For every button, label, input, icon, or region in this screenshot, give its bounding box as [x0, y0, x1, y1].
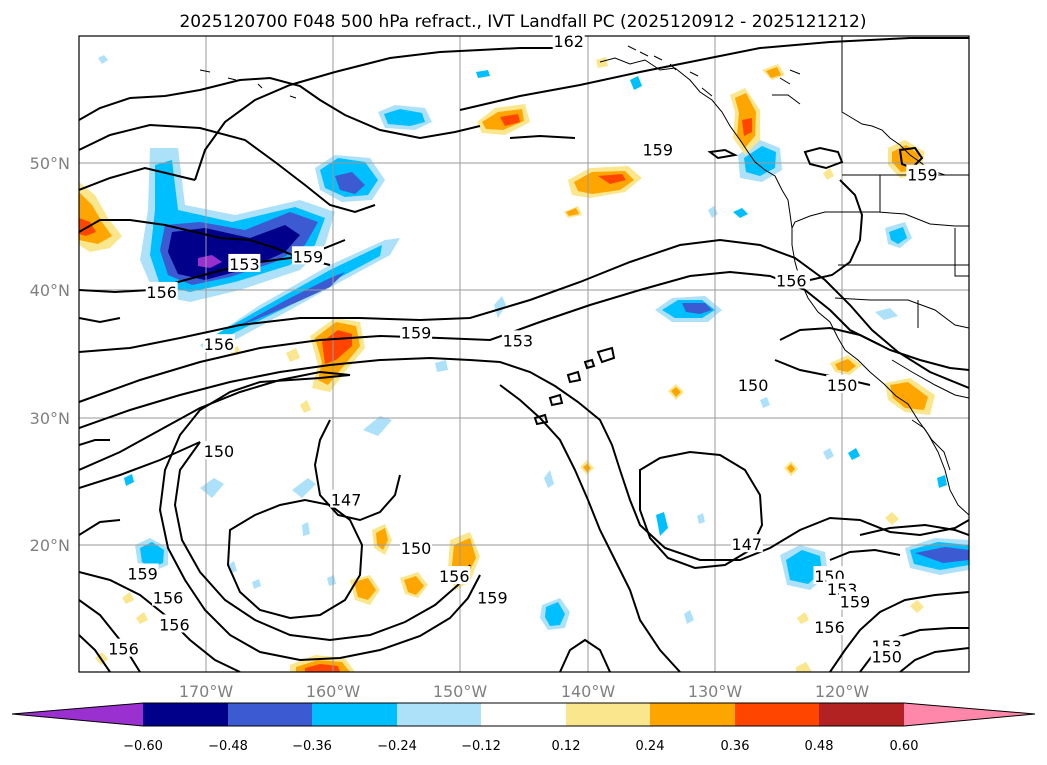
- lon-label-170w: 170°W: [179, 682, 234, 701]
- contour-label-background: [552, 30, 585, 49]
- contour-label-background: [145, 281, 178, 300]
- colorbar-segment: [735, 703, 819, 726]
- contour-label: 147: [331, 491, 362, 510]
- contour-label-background: [202, 441, 235, 460]
- contour-label-background: [826, 374, 859, 393]
- contour-label: 153: [503, 331, 534, 350]
- colorbar-segment: [228, 703, 312, 726]
- colorbar-tick: 0.60: [890, 739, 919, 754]
- contour-label: 162: [553, 32, 584, 51]
- contour-label: 156: [159, 615, 190, 634]
- contour-label-background: [813, 617, 846, 636]
- contour-label-background: [228, 253, 261, 272]
- lon-label-120w: 120°W: [815, 682, 870, 701]
- contour-label: 147: [732, 535, 763, 554]
- colorbar-extend-low: [12, 703, 143, 726]
- lon-label-140w: 140°W: [561, 682, 616, 701]
- contour-label-background: [158, 614, 191, 633]
- contour-label-background: [291, 246, 324, 265]
- contour-label-background: [476, 587, 509, 606]
- contour-label-background: [775, 270, 808, 289]
- colorbar-segment: [312, 703, 397, 726]
- contour-label-background: [838, 591, 871, 610]
- longitude-axis: 170°W 160°W 150°W 140°W 130°W 120°W: [179, 682, 870, 701]
- negative-anomaly-shading: [98, 55, 969, 630]
- map-title: 2025120700 F048 500 hPa refract., IVT La…: [179, 12, 866, 32]
- colorbar-tick: −0.12: [461, 739, 501, 754]
- colorbar-tick: 0.12: [552, 739, 581, 754]
- contour-label-background: [400, 538, 433, 557]
- lon-label-160w: 160°W: [306, 682, 361, 701]
- lat-label-50n: 50°N: [30, 154, 70, 173]
- colorbar-segment: [819, 703, 904, 726]
- contour-label: 156: [153, 589, 184, 608]
- contour-label: 159: [127, 565, 158, 584]
- contour-label-layer: 162 159 159 156 159 153 156 159 156 153 150 150 150 1…: [107, 30, 939, 666]
- contour-label: 159: [642, 140, 673, 159]
- contour-label: 159: [477, 589, 508, 608]
- contour-label-background: [330, 489, 363, 508]
- refractivity-contours: [79, 37, 969, 672]
- contour-label: 156: [439, 567, 470, 586]
- contour-label: 150: [738, 376, 769, 395]
- colorbar-segment: [397, 703, 481, 726]
- contour-label: 156: [814, 618, 845, 637]
- coastlines: [199, 36, 969, 516]
- colorbar-tick: −0.60: [123, 739, 163, 754]
- contour-label-background: [906, 164, 939, 183]
- lon-label-130w: 130°W: [688, 682, 743, 701]
- colorbar-tick: 0.48: [805, 739, 834, 754]
- latitude-axis: 50°N 40°N 30°N 20°N: [30, 154, 70, 555]
- colorbar-tick: 0.24: [636, 739, 665, 754]
- colorbar-segment: [650, 703, 735, 726]
- contour-label-background: [126, 563, 159, 582]
- colorbar: −0.60 −0.48 −0.36 −0.24 −0.12 0.12 0.24 …: [11, 702, 1036, 754]
- colorbar-segment: [481, 703, 566, 726]
- contour-label: 159: [907, 166, 938, 185]
- contour-label: 159: [401, 324, 432, 343]
- map-frame: [78, 35, 970, 673]
- contour-label: 150: [204, 442, 235, 461]
- contour-label-background: [730, 534, 763, 553]
- contour-label: 150: [871, 647, 902, 666]
- colorbar-segment: [566, 703, 650, 726]
- contour-label: 159: [293, 247, 324, 266]
- colorbar-tick: −0.48: [208, 739, 248, 754]
- contour-label: 150: [827, 376, 858, 395]
- contour-label-background: [438, 566, 471, 585]
- contour-label-background: [400, 322, 433, 341]
- lat-label-30n: 30°N: [30, 409, 70, 428]
- lat-label-40n: 40°N: [30, 281, 70, 300]
- contour-label: 156: [108, 640, 139, 659]
- contour-label: 156: [776, 271, 807, 290]
- contour-label-background: [870, 646, 903, 665]
- contour-label: 156: [146, 283, 177, 302]
- lat-label-20n: 20°N: [30, 536, 70, 555]
- lon-label-150w: 150°W: [433, 682, 488, 701]
- contour-label: 150: [401, 539, 432, 558]
- colorbar-tick: 0.36: [721, 739, 750, 754]
- colorbar-extend-high: [904, 703, 1035, 726]
- contour-label-background: [737, 374, 770, 393]
- contour-label: 159: [840, 593, 871, 612]
- contour-label: 153: [229, 255, 260, 274]
- contour-label: 156: [204, 335, 235, 354]
- positive-anomaly-shading: [79, 57, 935, 672]
- contour-label-background: [501, 330, 534, 349]
- map-area: [79, 36, 969, 672]
- contour-label-background: [152, 587, 185, 606]
- colorbar-tick: −0.36: [292, 739, 332, 754]
- grid-lines: [79, 36, 969, 672]
- colorbar-segment: [143, 703, 228, 726]
- contour-label-background: [107, 638, 140, 657]
- contour-label-background: [641, 139, 674, 158]
- colorbar-tick: −0.24: [377, 739, 417, 754]
- contour-label-background: [202, 334, 235, 353]
